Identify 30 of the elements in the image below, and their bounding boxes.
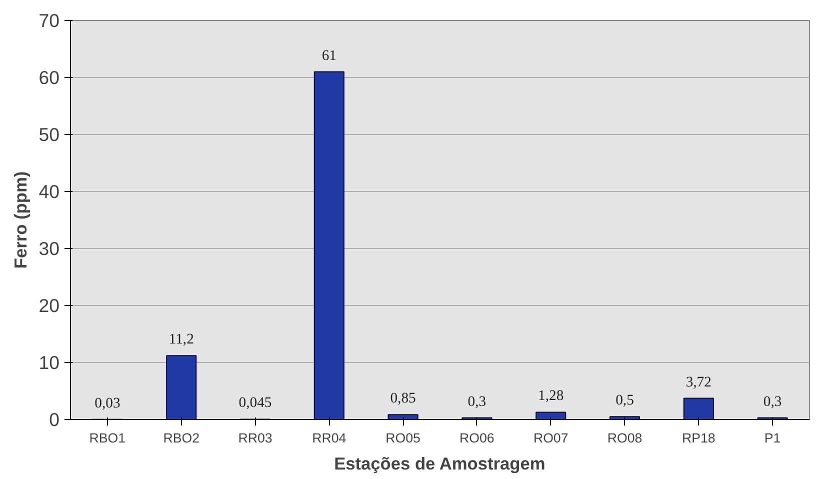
data-label: 1,28: [538, 388, 564, 404]
x-tick-label: RO07: [533, 430, 568, 446]
x-tick-label: RO08: [607, 430, 642, 446]
y-tick-label: 50: [38, 124, 60, 145]
y-tick-label: 10: [38, 352, 60, 373]
x-axis-title: Estações de Amostragem: [334, 454, 546, 474]
data-label: 3,72: [686, 374, 712, 390]
y-axis-title: Ferro (ppm): [10, 171, 31, 269]
x-tick-label: RR04: [312, 430, 347, 446]
data-label: 0,045: [238, 395, 272, 412]
data-label: 0,03: [94, 395, 120, 412]
x-tick-label: RO05: [386, 430, 420, 446]
x-tick-label: RBO2: [163, 430, 200, 446]
data-label: 0,85: [390, 390, 416, 407]
x-tick-label: RP18: [682, 430, 716, 446]
data-label: 0,3: [468, 394, 486, 410]
data-label: 61: [322, 48, 336, 64]
y-tick-label: 60: [38, 67, 60, 88]
y-tick-label: 0: [49, 409, 60, 430]
x-tick-label: P1: [764, 430, 781, 446]
y-tick-label: 30: [38, 238, 60, 259]
y-tick-label: 40: [38, 181, 60, 202]
x-tick-label: RR03: [238, 430, 272, 446]
data-label: 0,5: [616, 392, 634, 409]
data-label: 0,3: [763, 394, 782, 410]
y-tick-label: 20: [38, 295, 60, 316]
y-tick-label: 70: [38, 10, 60, 31]
x-tick-label: RBO1: [89, 430, 126, 446]
x-tick-label: RO06: [460, 430, 494, 446]
data-label: 11,2: [168, 332, 194, 348]
